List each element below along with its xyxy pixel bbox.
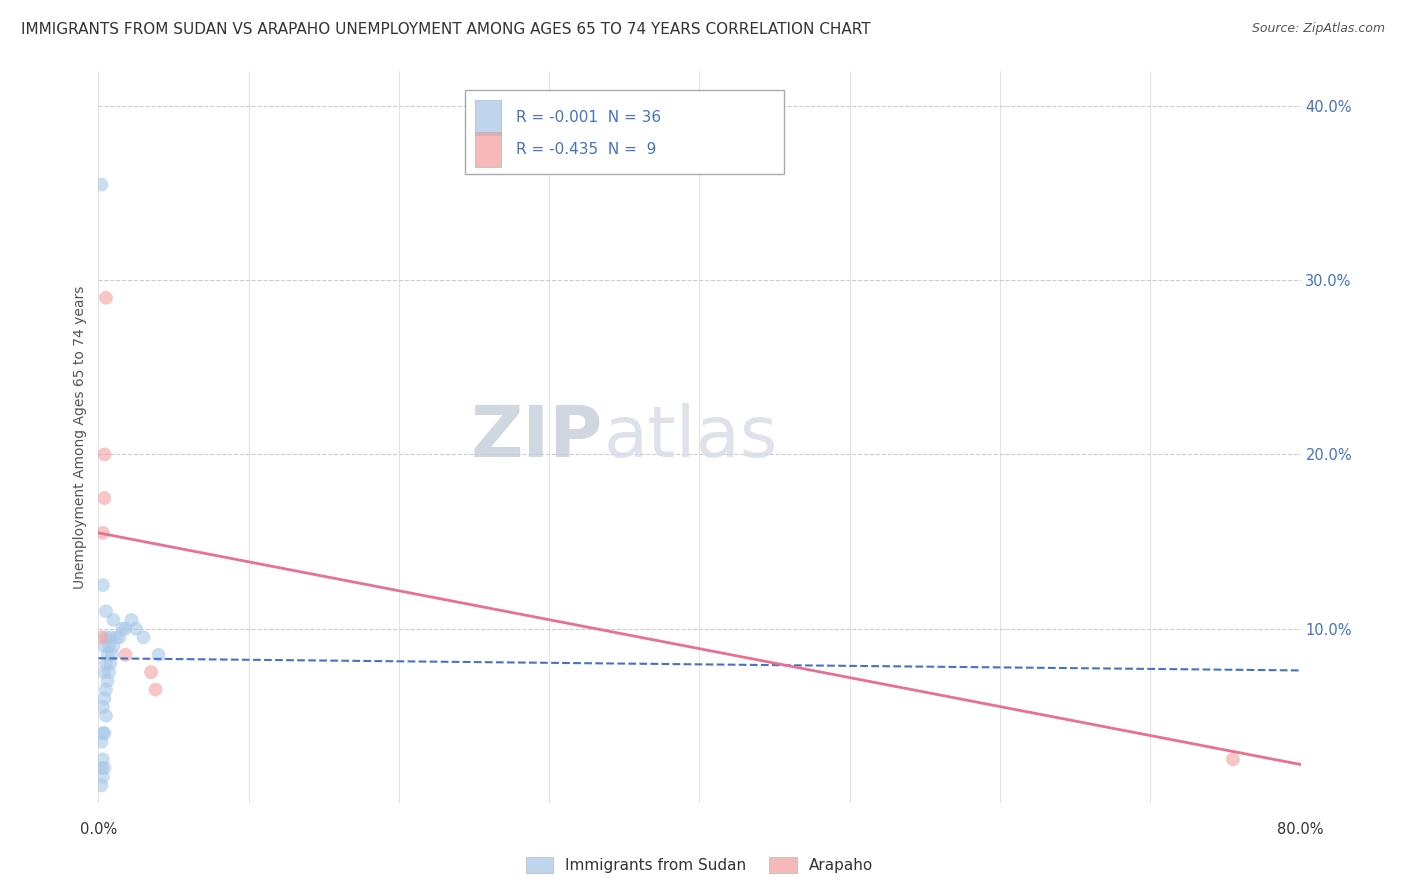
Point bbox=[96, 648, 118, 662]
Point bbox=[145, 682, 167, 697]
Point bbox=[93, 726, 115, 740]
Point bbox=[94, 604, 117, 618]
Point bbox=[91, 752, 114, 766]
Point bbox=[148, 648, 170, 662]
Point bbox=[94, 708, 117, 723]
Point bbox=[1222, 752, 1244, 766]
Point bbox=[91, 525, 114, 540]
Point bbox=[114, 622, 136, 636]
Text: 0.0%: 0.0% bbox=[80, 822, 117, 837]
Point bbox=[94, 291, 117, 305]
Point bbox=[93, 639, 115, 653]
Point bbox=[100, 631, 122, 645]
Point bbox=[94, 682, 117, 697]
Text: R = -0.435  N =  9: R = -0.435 N = 9 bbox=[516, 142, 657, 157]
Point bbox=[93, 761, 115, 775]
Legend: Immigrants from Sudan, Arapaho: Immigrants from Sudan, Arapaho bbox=[519, 851, 880, 880]
Text: Source: ZipAtlas.com: Source: ZipAtlas.com bbox=[1251, 22, 1385, 36]
Point bbox=[96, 673, 118, 688]
Point bbox=[94, 657, 117, 671]
Point bbox=[121, 613, 143, 627]
Point bbox=[111, 622, 134, 636]
Point bbox=[108, 631, 131, 645]
Point bbox=[91, 726, 114, 740]
Point bbox=[139, 665, 162, 680]
Point bbox=[132, 631, 155, 645]
Point bbox=[94, 631, 117, 645]
Point bbox=[90, 631, 112, 645]
Point bbox=[125, 622, 148, 636]
Y-axis label: Unemployment Among Ages 65 to 74 years: Unemployment Among Ages 65 to 74 years bbox=[73, 285, 87, 589]
Point bbox=[100, 657, 122, 671]
Point bbox=[105, 631, 128, 645]
Text: ZIP: ZIP bbox=[471, 402, 603, 472]
Point bbox=[93, 491, 115, 505]
Point bbox=[90, 178, 112, 192]
Point bbox=[114, 648, 136, 662]
Text: R = -0.001  N = 36: R = -0.001 N = 36 bbox=[516, 110, 661, 125]
Point bbox=[91, 700, 114, 714]
Point bbox=[103, 639, 125, 653]
Point bbox=[91, 578, 114, 592]
Text: atlas: atlas bbox=[603, 402, 778, 472]
Point bbox=[93, 665, 115, 680]
Text: 80.0%: 80.0% bbox=[1277, 822, 1324, 837]
Point bbox=[97, 639, 120, 653]
Point bbox=[97, 665, 120, 680]
Point bbox=[93, 691, 115, 706]
Point bbox=[90, 778, 112, 792]
Point bbox=[90, 735, 112, 749]
Text: IMMIGRANTS FROM SUDAN VS ARAPAHO UNEMPLOYMENT AMONG AGES 65 TO 74 YEARS CORRELAT: IMMIGRANTS FROM SUDAN VS ARAPAHO UNEMPLO… bbox=[21, 22, 870, 37]
Point bbox=[91, 770, 114, 784]
Point bbox=[93, 448, 115, 462]
Point bbox=[90, 761, 112, 775]
Point bbox=[103, 613, 125, 627]
Point bbox=[101, 648, 124, 662]
